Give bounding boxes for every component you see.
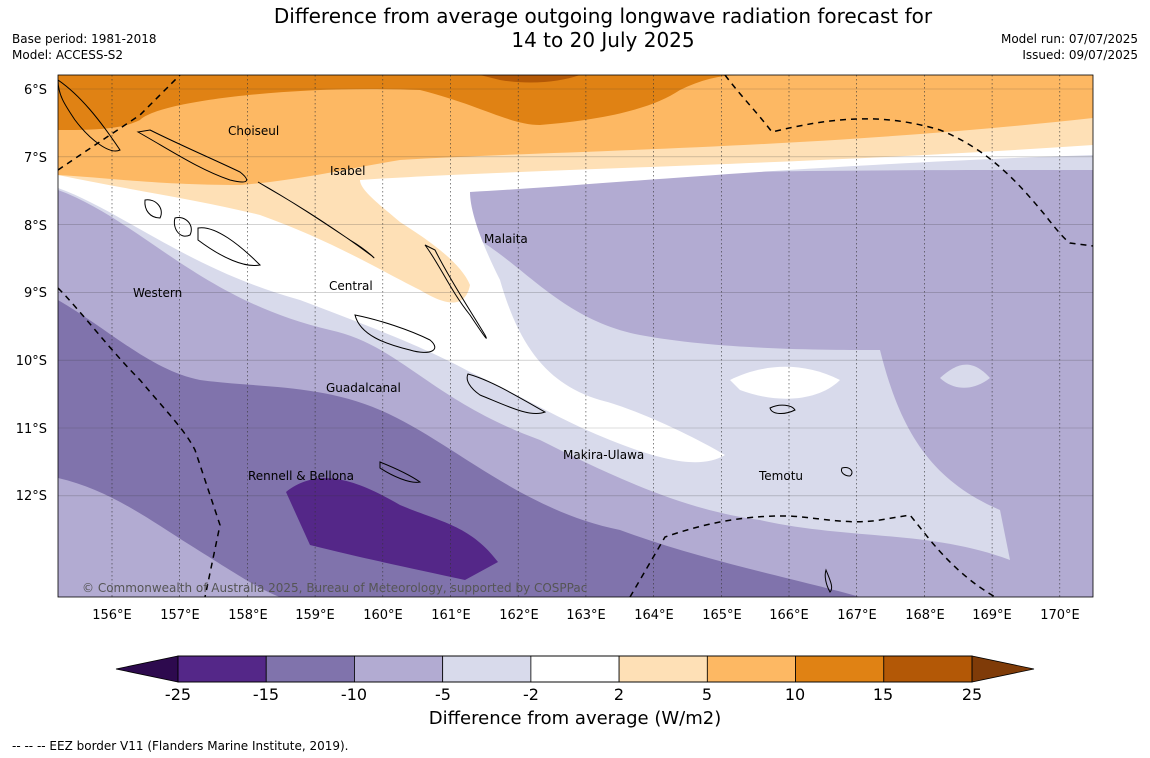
colorbar-tick: 10: [785, 685, 805, 704]
contour-patch-neutral-east: [730, 366, 840, 399]
lat-label-10s: 10°S: [16, 354, 47, 369]
colorbar-extend-min: [115, 655, 179, 683]
colorbar-title: Difference from average (W/m2): [428, 708, 722, 729]
colorbar-tick: 25: [962, 685, 982, 704]
colorbar-tick: 15: [873, 685, 893, 704]
colorbar-segment: [442, 655, 532, 683]
colorbar-tick: 5: [702, 685, 712, 704]
model-run: Model run: 07/07/2025: [1000, 32, 1138, 46]
issued-date: Issued: 09/07/2025: [1022, 48, 1138, 62]
colorbar-tick: -10: [341, 685, 367, 704]
lat-label-12s: 12°S: [16, 489, 47, 504]
contour-band-minus25: [286, 478, 498, 580]
lon-label-159e: 159°E: [295, 608, 335, 623]
colorbar-tick: 2: [614, 685, 624, 704]
colorbar-segment: [795, 655, 885, 683]
colorbar-extend-max: [971, 655, 1035, 683]
lat-label-7s: 7°S: [24, 151, 47, 166]
copyright-notice: © Commonwealth of Australia 2025, Bureau…: [82, 581, 587, 595]
lat-label-8s: 8°S: [24, 219, 47, 234]
region-label-isabel: Isabel: [330, 164, 365, 178]
gridlines: [58, 75, 1093, 597]
lon-label-158e: 158°E: [228, 608, 268, 623]
model-info-left: Base period: 1981-2018 Model: ACCESS-S2: [12, 31, 157, 63]
region-label-malaita: Malaita: [484, 232, 528, 246]
model-name: Model: ACCESS-S2: [12, 48, 124, 62]
eez-footnote: -- -- -- EEZ border V11 (Flanders Marine…: [12, 739, 349, 753]
colorbar-tick-labels: -25 -15 -10 -5 -2 2 5 10 15 25: [165, 685, 982, 704]
colorbar-segment: [706, 655, 796, 683]
colorbar-tick: -5: [435, 685, 451, 704]
lon-axis-labels: 156°E 157°E 158°E 159°E 160°E 161°E 162°…: [92, 608, 1080, 623]
lat-axis-labels: 6°S 7°S 8°S 9°S 10°S 11°S 12°S: [16, 83, 47, 504]
colorbar-segment: [354, 655, 444, 683]
lon-label-162e: 162°E: [499, 608, 539, 623]
contour-band-plus10: [58, 75, 740, 130]
lon-label-165e: 165°E: [702, 608, 742, 623]
contour-band-plus5: [58, 75, 1093, 185]
colorbar-tick: -2: [523, 685, 539, 704]
colorbar-segment: [265, 655, 355, 683]
lon-label-156e: 156°E: [92, 608, 132, 623]
colorbar-segment: [883, 655, 973, 683]
contour-patch-minus5-east: [940, 364, 990, 388]
lat-label-9s: 9°S: [24, 286, 47, 301]
lon-label-167e: 167°E: [837, 608, 877, 623]
region-labels: Choiseul Isabel Malaita Western Central …: [133, 124, 803, 483]
chart-title: Difference from average outgoing longwav…: [0, 4, 1150, 52]
contour-band-minus15: [58, 300, 860, 597]
contour-band-minus10-sw: [58, 478, 280, 597]
region-label-makira-ulawa: Makira-Ulawa: [563, 448, 644, 462]
map-panel: [58, 75, 1093, 597]
region-label-choiseul: Choiseul: [228, 124, 279, 138]
lon-label-166e: 166°E: [769, 608, 809, 623]
lon-label-160e: 160°E: [363, 608, 403, 623]
lon-label-170e: 170°E: [1040, 608, 1080, 623]
colorbar-tick: -25: [165, 685, 191, 704]
lat-label-6s: 6°S: [24, 83, 47, 98]
colorbar-tick: -15: [253, 685, 279, 704]
lon-label-164e: 164°E: [634, 608, 674, 623]
region-label-central: Central: [329, 279, 373, 293]
contour-band-plus15: [480, 75, 580, 83]
lon-label-157e: 157°E: [160, 608, 200, 623]
lon-label-168e: 168°E: [905, 608, 945, 623]
lon-label-169e: 169°E: [972, 608, 1012, 623]
model-info-right: Model run: 07/07/2025 Issued: 09/07/2025: [1001, 31, 1138, 63]
title-line-2: 14 to 20 July 2025: [511, 28, 695, 52]
eez-borders: [58, 75, 1093, 597]
colorbar-segment: [618, 655, 708, 683]
lat-label-11s: 11°S: [16, 422, 47, 437]
lon-label-163e: 163°E: [566, 608, 606, 623]
region-label-temotu: Temotu: [758, 469, 803, 483]
lon-label-161e: 161°E: [431, 608, 471, 623]
title-line-1: Difference from average outgoing longwav…: [273, 4, 933, 28]
base-period: Base period: 1981-2018: [12, 32, 157, 46]
islands: [58, 79, 853, 593]
colorbar-segment: [177, 655, 267, 683]
region-label-guadalcanal: Guadalcanal: [326, 381, 401, 395]
region-label-western: Western: [133, 286, 182, 300]
colorbar: [115, 655, 1035, 683]
region-label-rennell-bellona: Rennell & Bellona: [248, 469, 354, 483]
colorbar-segment: [530, 655, 620, 683]
